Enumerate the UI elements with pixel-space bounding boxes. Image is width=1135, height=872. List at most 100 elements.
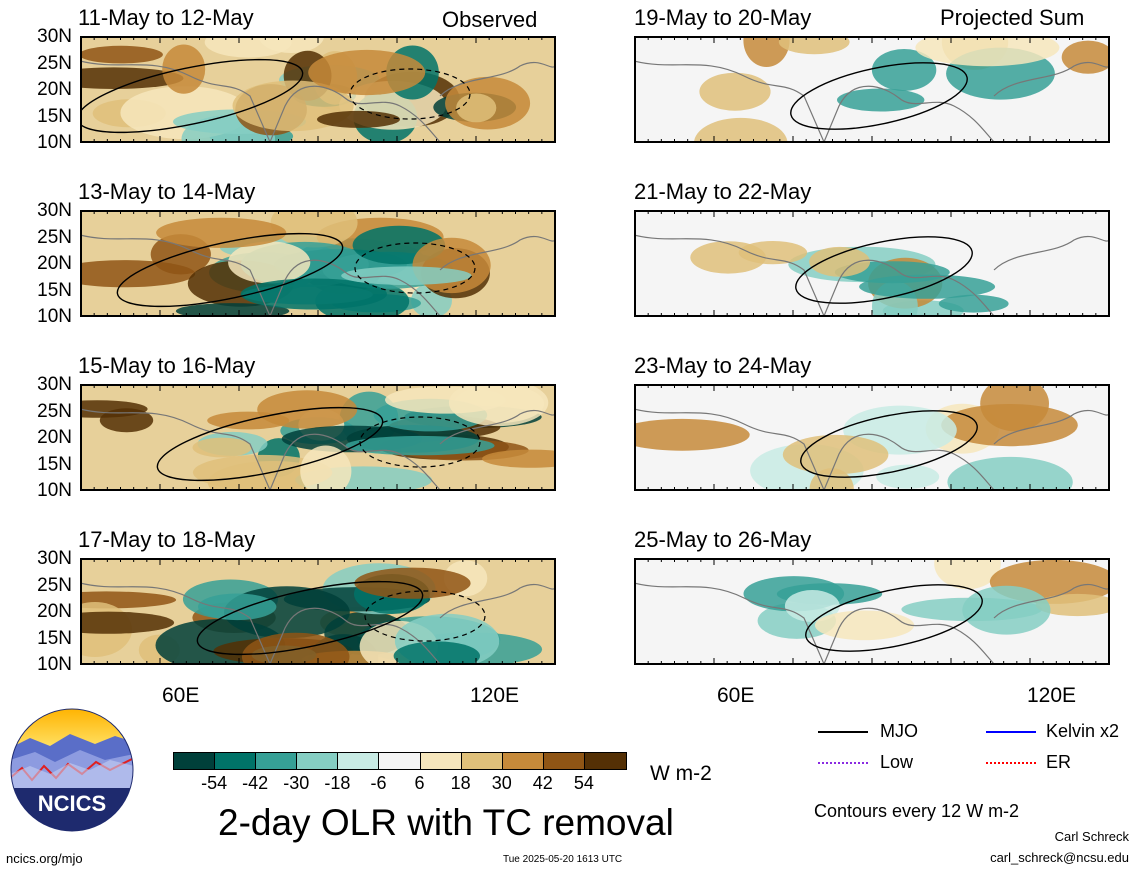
convection-anomaly-blob bbox=[938, 294, 1009, 313]
colorbar-cell bbox=[174, 753, 216, 769]
colorbar-tick-label: -6 bbox=[370, 773, 387, 793]
colorbar-cell bbox=[461, 753, 503, 769]
colorbar-cell bbox=[379, 753, 421, 769]
colorbar-tick-label: 30 bbox=[491, 773, 512, 793]
suppressed-anomaly-blob bbox=[690, 241, 766, 274]
colorbar-cell bbox=[215, 753, 257, 769]
olr-map-panel bbox=[80, 210, 556, 317]
convection-anomaly-blob bbox=[198, 593, 277, 621]
colorbar-tick-label: 18 bbox=[450, 773, 471, 793]
footer-timestamp: Tue 2025-05-20 1613 UTC bbox=[503, 854, 623, 865]
colorbar-cell bbox=[256, 753, 298, 769]
suppressed-anomaly-blob bbox=[1035, 593, 1110, 617]
suppressed-anomaly-blob bbox=[814, 610, 915, 641]
suppressed-anomaly-blob bbox=[412, 237, 491, 294]
convection-anomaly-blob bbox=[871, 49, 937, 91]
contour-note: Contours every 12 W m-2 bbox=[814, 801, 1020, 821]
suppressed-anomaly-blob bbox=[694, 117, 788, 143]
suppressed-anomaly-blob bbox=[915, 36, 1060, 67]
y-tick-label: 15N bbox=[37, 453, 72, 475]
colorbar-cell bbox=[543, 753, 585, 769]
x-tick-label: 120E bbox=[1027, 684, 1077, 707]
suppressed-anomaly-blob bbox=[699, 72, 771, 111]
panel-tag-observed: Observed bbox=[442, 7, 538, 32]
colorbar-tick-label: -54 bbox=[201, 773, 228, 793]
suppressed-anomaly-blob bbox=[80, 45, 163, 64]
footer-url[interactable]: ncics.org/mjo bbox=[6, 851, 83, 866]
suppressed-anomaly-blob bbox=[782, 434, 889, 475]
legend-label-low: Low bbox=[880, 752, 914, 772]
coastline bbox=[634, 60, 1110, 143]
suppressed-anomaly-blob bbox=[204, 36, 292, 58]
suppressed-anomaly-blob bbox=[482, 449, 556, 468]
y-tick-label: 25N bbox=[37, 226, 72, 248]
suppressed-anomaly-blob bbox=[270, 210, 358, 248]
suppressed-anomaly-blob bbox=[80, 400, 148, 418]
y-tick-label: 30N bbox=[37, 200, 72, 221]
x-tick-label: 120E bbox=[470, 684, 520, 707]
y-tick-label: 20N bbox=[37, 601, 72, 622]
convection-anomaly-blob bbox=[837, 88, 925, 112]
y-tick-label: 15N bbox=[37, 105, 72, 127]
x-tick-label: 60E bbox=[717, 684, 755, 707]
convection-anomaly-blob bbox=[393, 641, 480, 665]
y-tick-label: 30N bbox=[37, 374, 72, 395]
suppressed-anomaly-blob bbox=[809, 246, 871, 277]
colorbar-tick-label: 54 bbox=[573, 773, 594, 793]
footer-email[interactable]: carl_schreck@ncsu.edu bbox=[990, 850, 1129, 865]
olr-map-panel bbox=[634, 384, 1110, 491]
footer-author: Carl Schreck bbox=[1054, 829, 1129, 844]
colorbar-cell bbox=[502, 753, 544, 769]
x-tick-label: 60E bbox=[162, 684, 200, 707]
legend-swatch-er bbox=[986, 762, 1036, 764]
olr-map-panel bbox=[634, 210, 1110, 317]
coastline bbox=[80, 60, 556, 143]
y-tick-label: 25N bbox=[37, 52, 72, 74]
convection-anomaly-blob bbox=[947, 456, 1073, 491]
mjo-dashed-contour bbox=[349, 68, 471, 120]
suppressed-anomaly-blob bbox=[300, 445, 352, 491]
y-tick-label: 10N bbox=[37, 480, 72, 501]
convection-anomaly-blob bbox=[341, 266, 472, 285]
legend-swatch-mjo bbox=[818, 731, 868, 733]
mjo-contour bbox=[156, 406, 384, 482]
mjo-contour bbox=[795, 236, 973, 304]
olr-map-panel bbox=[80, 36, 556, 143]
coastline bbox=[634, 234, 1110, 317]
mjo-contour bbox=[805, 584, 983, 652]
mjo-contour bbox=[800, 410, 978, 478]
suppressed-anomaly-blob bbox=[80, 260, 196, 288]
legend-swatch-kelvin bbox=[986, 731, 1036, 733]
legend-label-er: ER bbox=[1046, 752, 1072, 772]
suppressed-anomaly-blob bbox=[941, 404, 1078, 447]
mjo-dashed-contour bbox=[359, 416, 481, 468]
panel-tag-projected: Projected Sum bbox=[940, 5, 1085, 30]
y-tick-label: 30N bbox=[37, 548, 72, 569]
y-tick-label: 30N bbox=[37, 26, 72, 47]
y-tick-label: 20N bbox=[37, 79, 72, 100]
convection-anomaly-blob bbox=[962, 585, 1051, 635]
legend-label-mjo: MJO bbox=[880, 721, 918, 741]
olr-map-panel bbox=[634, 36, 1110, 143]
colorbar-tick-label: -30 bbox=[283, 773, 310, 793]
suppressed-anomaly-blob bbox=[228, 241, 311, 284]
mjo-dashed-contour bbox=[364, 590, 486, 642]
y-tick-label: 10N bbox=[37, 132, 72, 153]
coastline bbox=[634, 582, 1110, 665]
colorbar bbox=[173, 752, 627, 770]
y-tick-label: 25N bbox=[37, 400, 72, 422]
olr-map-panel bbox=[80, 384, 556, 491]
mjo-contour bbox=[196, 580, 424, 656]
mjo-dashed-contour bbox=[354, 242, 476, 294]
suppressed-anomaly-blob bbox=[308, 49, 426, 96]
suppressed-anomaly-blob bbox=[743, 36, 790, 67]
coastline bbox=[634, 408, 1110, 491]
panel-title: 11-May to 12-May bbox=[78, 5, 254, 30]
suppressed-anomaly-blob bbox=[317, 110, 400, 128]
mjo-contour bbox=[116, 232, 344, 308]
colorbar-tick-label: 42 bbox=[532, 773, 553, 793]
olr-map-panel bbox=[634, 558, 1110, 665]
y-tick-label: 15N bbox=[37, 279, 72, 301]
mjo-contour bbox=[790, 62, 968, 130]
olr-map-panel bbox=[80, 558, 556, 665]
